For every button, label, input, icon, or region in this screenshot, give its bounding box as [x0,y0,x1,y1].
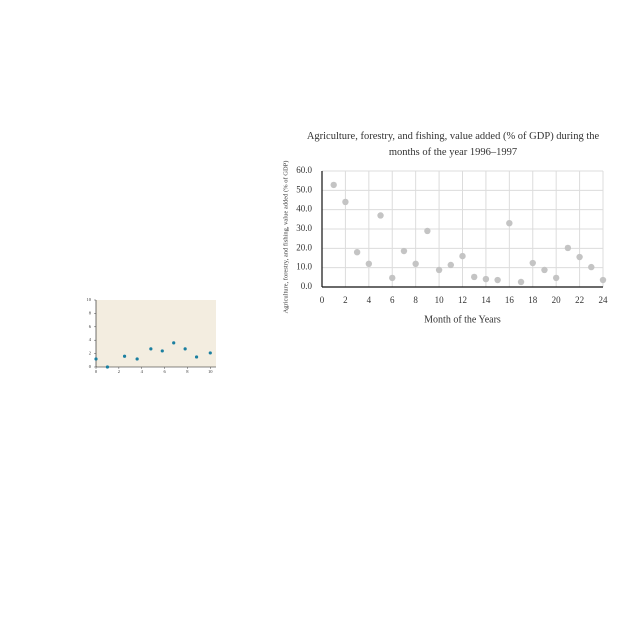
x-tick-label: 8 [413,295,418,305]
point [149,347,153,351]
point [342,198,349,206]
point [564,244,572,252]
x-tick-label: 6 [163,369,166,374]
point [552,274,560,282]
y-axis-label: Agriculture, forestry, and fishing, valu… [282,161,289,314]
x-tick-label: 20 [552,295,562,305]
point [377,212,384,219]
point [194,355,199,359]
point [400,247,408,255]
x-tick-label: 12 [458,295,467,305]
x-tick-label: 16 [505,295,515,305]
y-tick-label: 30.0 [296,223,312,233]
point [471,273,478,281]
point [459,252,466,260]
y-tick-label: 10.0 [296,262,312,272]
x-tick-label: 24 [599,295,609,305]
y-tick-label: 60.0 [296,165,312,175]
y-tick-label: 6 [89,324,92,329]
point [576,253,583,261]
point [588,263,595,271]
y-tick-label: 20.0 [296,242,312,252]
y-tick-label: 2 [89,351,91,356]
x-tick-label: 22 [575,295,584,305]
y-tick-label: 0 [89,364,92,369]
point [353,249,361,256]
x-tick-label: 10 [208,369,213,374]
point [94,357,98,361]
x-tick-label: 2 [118,369,120,374]
point [517,278,525,286]
y-tick-label: 50.0 [296,184,312,194]
point [105,365,110,369]
point [506,220,513,227]
chart-title: Agriculture, forestry, and fishing, valu… [306,131,600,158]
point [389,274,396,282]
x-tick-label: 0 [320,295,325,305]
point [135,357,139,361]
point [172,341,176,345]
x-axis-label: Month of the Years [424,314,501,325]
x-tick-label: 10 [435,295,445,305]
y-tick-label: 40.0 [296,204,312,214]
y-tick-label: 0.0 [301,281,313,291]
y-tick-label: 8 [89,310,92,315]
point [482,275,490,283]
x-tick-label: 14 [481,295,491,305]
point [122,354,127,358]
x-tick-label: 4 [141,369,144,374]
point [330,181,337,189]
y-tick-label: 10 [87,297,92,302]
x-tick-label: 18 [528,295,538,305]
point [529,259,536,267]
point [160,349,164,353]
x-tick-label: 4 [367,295,372,305]
point [447,261,454,269]
point [183,347,187,351]
point [208,351,212,355]
x-tick-label: 6 [390,295,395,305]
y-tick-label: 4 [89,337,92,342]
point [365,260,373,267]
point [541,266,548,274]
point [599,276,607,284]
x-tick-label: 8 [186,369,189,374]
point [412,260,419,267]
point [494,276,501,284]
point [424,227,431,235]
x-tick-label: 0 [95,369,98,374]
point [435,266,443,274]
x-tick-label: 2 [343,295,348,305]
